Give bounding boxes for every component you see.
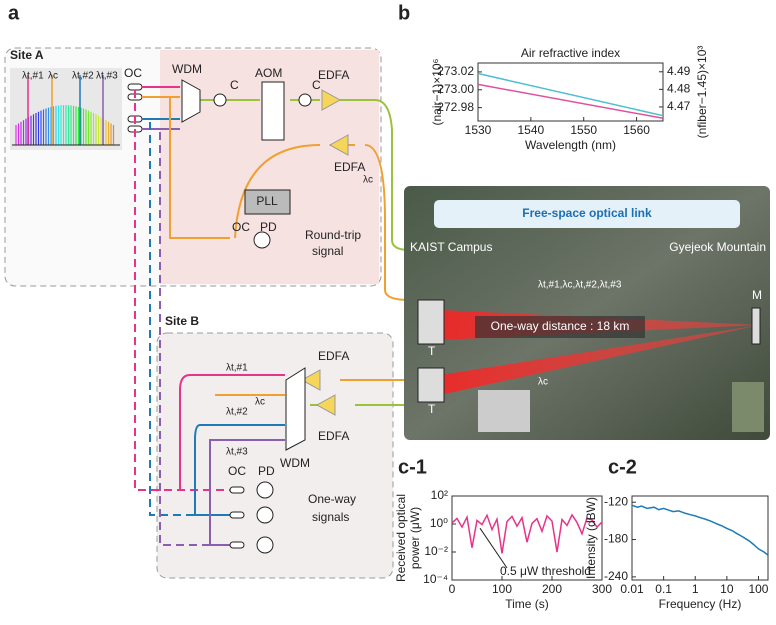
lambda-label: λt,#2 bbox=[72, 71, 94, 82]
y-axis-label: (nair−1)×10⁶ bbox=[430, 58, 444, 125]
x-tick-label: 1 bbox=[692, 582, 699, 596]
data-line bbox=[478, 84, 663, 118]
beam-label: λc bbox=[538, 377, 548, 388]
map-title: Free-space optical link bbox=[522, 206, 652, 220]
site-name: KAIST Campus bbox=[410, 240, 492, 254]
y-axis-label: Received optical bbox=[394, 494, 408, 582]
data-line bbox=[478, 74, 663, 116]
x-tick-label: 300 bbox=[592, 582, 612, 596]
panel-label: b bbox=[398, 2, 410, 24]
y-tick-label: 10² bbox=[431, 488, 448, 502]
lambda-label: λt,#1 bbox=[226, 363, 248, 374]
x-axis-label: Wavelength (nm) bbox=[525, 138, 616, 152]
wdm-label: WDM bbox=[172, 62, 202, 76]
x-axis-label: Time (s) bbox=[505, 597, 549, 611]
signal-label: signal bbox=[312, 244, 343, 258]
y2-axis-label: (nfiber−1.45)×10³ bbox=[695, 46, 709, 139]
chart-title: Air refractive index bbox=[521, 46, 620, 60]
site-b-box bbox=[157, 333, 393, 578]
panel-label: c-2 bbox=[608, 456, 637, 478]
x-tick-label: 1560 bbox=[623, 123, 650, 137]
panel-label: c-1 bbox=[398, 456, 427, 478]
x-tick-label: 0.01 bbox=[620, 582, 644, 596]
site-title: Site B bbox=[165, 314, 199, 328]
y-axis-label: Intensity (dBW) bbox=[584, 497, 598, 579]
edfa-label: EDFA bbox=[318, 429, 349, 443]
x-tick-label: 200 bbox=[542, 582, 562, 596]
plot-frame bbox=[632, 496, 768, 580]
distance-label: One-way distance : 18 km bbox=[491, 319, 630, 333]
x-axis-label: Frequency (Hz) bbox=[659, 597, 742, 611]
lambda-label: λt,#2 bbox=[226, 407, 248, 418]
edfa-label: EDFA bbox=[318, 68, 349, 82]
pd-label: PD bbox=[258, 464, 275, 478]
site-title: Site A bbox=[10, 48, 44, 62]
data-line bbox=[452, 515, 602, 554]
lambda-label: λc bbox=[363, 175, 373, 186]
x-tick-label: 100 bbox=[748, 582, 768, 596]
y-tick-label: -120 bbox=[604, 494, 628, 508]
figure: a Site A λt,#1 λc λt,#2 λt,#3 OC WDM AOM… bbox=[0, 0, 776, 625]
signal-label: Round-trip bbox=[305, 228, 361, 242]
telescope-label: T bbox=[428, 344, 436, 358]
site-name: Gyejeok Mountain bbox=[669, 240, 766, 254]
y-tick-label: 10⁻² bbox=[424, 544, 448, 558]
x-tick-label: 1540 bbox=[518, 123, 545, 137]
oc-label: OC bbox=[124, 66, 142, 80]
data-line bbox=[632, 505, 768, 555]
y-tick-label: -180 bbox=[604, 532, 628, 546]
x-tick-label: 1530 bbox=[465, 123, 492, 137]
circulator-label: C bbox=[230, 78, 239, 92]
x-tick-label: 10 bbox=[720, 582, 734, 596]
plot-frame bbox=[478, 63, 663, 121]
aom bbox=[262, 82, 284, 140]
wdm-label: WDM bbox=[280, 456, 310, 470]
y2-tick-label: 4.48 bbox=[667, 82, 691, 96]
x-tick-label: 100 bbox=[492, 582, 512, 596]
edfa-label: EDFA bbox=[334, 160, 365, 174]
x-tick-label: 1550 bbox=[570, 123, 597, 137]
lambda-label: λt,#1 bbox=[22, 71, 44, 82]
lambda-label: λc bbox=[255, 397, 265, 408]
x-tick-label: 0.1 bbox=[655, 582, 672, 596]
panel-label: a bbox=[8, 2, 20, 24]
y-tick-label: -240 bbox=[604, 569, 628, 583]
pll-label: PLL bbox=[256, 194, 278, 208]
y2-tick-label: 4.49 bbox=[667, 64, 691, 78]
oc-label: OC bbox=[228, 464, 246, 478]
oc-label: OC bbox=[232, 220, 250, 234]
lambda-label: λc bbox=[48, 71, 58, 82]
y-axis-label: power (μW) bbox=[408, 507, 422, 569]
lambda-label: λt,#3 bbox=[226, 447, 248, 458]
y-tick-label: 10⁻⁴ bbox=[423, 572, 448, 586]
telescope-label: T bbox=[428, 402, 436, 416]
aom-label: AOM bbox=[255, 66, 282, 80]
annotation: 0.5 μW threshold bbox=[500, 564, 591, 578]
lambda-label: λt,#3 bbox=[96, 71, 118, 82]
mirror-label: M bbox=[752, 288, 762, 302]
signal-label: signals bbox=[312, 510, 349, 524]
y2-tick-label: 4.47 bbox=[667, 99, 691, 113]
x-tick-label: 0 bbox=[449, 582, 456, 596]
wdm bbox=[286, 368, 305, 450]
y-tick-label: 10⁰ bbox=[430, 516, 448, 530]
signal-label: One-way bbox=[308, 492, 356, 506]
beam-label: λt,#1,λc,λt,#2,λt,#3 bbox=[538, 280, 622, 291]
edfa-label: EDFA bbox=[318, 349, 349, 363]
